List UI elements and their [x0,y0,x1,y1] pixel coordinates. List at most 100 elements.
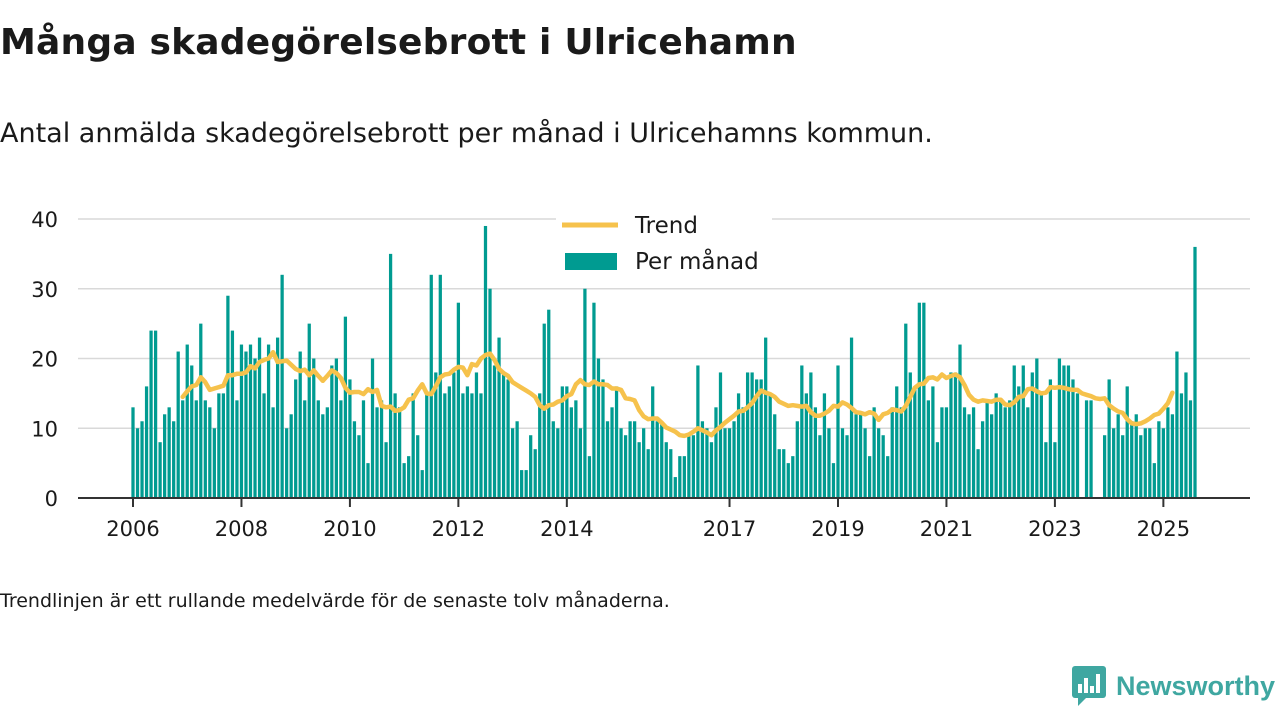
brand-logo: Newsworthy [1072,666,1275,706]
bar [167,407,171,498]
bar [574,400,578,498]
bar [755,379,759,498]
bar [623,435,628,498]
bar [257,337,262,498]
bar [913,386,917,498]
bar [872,407,876,498]
bar [1116,414,1120,498]
bar [1030,372,1034,498]
bar [163,414,167,498]
bar [199,323,203,498]
bar [407,456,411,498]
bar [492,365,497,498]
bar [632,421,637,498]
bar [479,393,483,498]
x-tick-label: 2023 [1028,517,1081,541]
bar [863,428,867,498]
bar [248,344,253,498]
bar [745,372,750,498]
bar [1193,246,1197,498]
bar [325,407,329,498]
bar [651,386,655,498]
bar [244,351,248,498]
bar [858,414,863,498]
bar [723,428,727,498]
legend-bars-swatch [565,253,617,270]
y-tick-label: 10 [31,417,58,441]
bar [393,393,397,498]
bar [764,337,768,498]
bar [1021,365,1025,498]
bar [601,379,605,498]
bar [904,323,908,498]
bar [280,274,284,498]
bar [239,344,244,498]
bar [1161,428,1165,498]
bar [696,365,700,498]
bar [895,386,899,498]
bar [551,421,555,498]
bar [687,435,691,498]
bar [628,421,632,498]
bar [673,477,677,498]
bar [990,414,994,498]
bar [1039,393,1043,498]
bar [316,400,320,498]
bar [208,407,212,498]
bar [1035,358,1039,498]
bar [560,386,564,498]
bar [999,400,1003,498]
bar [217,393,221,498]
bar [303,400,307,498]
bar [1084,400,1089,498]
bar [515,421,519,498]
bar [786,463,790,498]
bar [583,288,587,498]
bar [709,442,714,498]
bar [379,400,384,498]
bar [1112,428,1116,498]
bar [416,435,420,498]
bar [962,407,967,498]
bar [434,372,438,498]
bar [533,449,537,498]
bar [917,302,921,498]
bar [483,225,488,498]
bar [565,386,569,498]
bar [520,470,524,498]
legend-bars-label: Per månad [635,247,759,275]
bar [140,421,144,498]
chart-subtitle: Antal anmälda skadegörelsebrott per måna… [0,118,933,149]
bar [813,407,818,498]
bar [587,456,592,498]
bar [1121,435,1125,498]
bar [176,351,180,498]
bar [443,393,447,498]
bar [922,302,926,498]
bar [135,428,140,498]
bar [1139,435,1143,498]
bar [1012,365,1016,498]
bar [773,414,777,498]
y-tick-label: 40 [31,208,58,232]
x-tick-label: 2014 [540,517,593,541]
bar [791,456,795,498]
bar [235,400,239,498]
bar [1057,358,1062,498]
bar [926,400,930,498]
chart-title: Många skadegörelsebrott i Ulricehamn [0,22,797,63]
bar [334,358,338,498]
bar [185,344,189,498]
bar [759,379,763,498]
x-tick-label: 2021 [920,517,973,541]
bar [226,295,230,498]
bar [253,358,257,498]
bar [610,407,614,498]
bar [750,372,754,498]
bar [370,358,375,498]
bar [1017,386,1021,498]
bar [1184,372,1188,498]
bar [732,421,736,498]
bar [298,351,302,498]
bar [230,330,235,498]
